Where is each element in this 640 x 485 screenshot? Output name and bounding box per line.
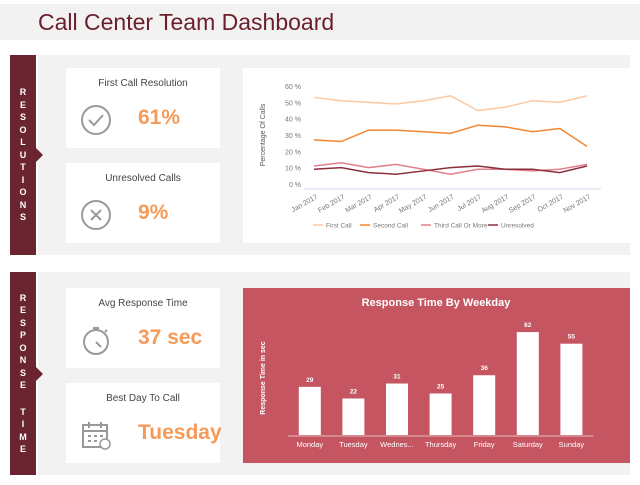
check-circle-icon bbox=[81, 105, 111, 135]
ribbon-letter: L bbox=[20, 137, 26, 148]
series-line bbox=[313, 124, 588, 148]
stopwatch-icon bbox=[83, 327, 109, 355]
page-title: Call Center Team Dashboard bbox=[38, 9, 335, 35]
ribbon-letter: U bbox=[19, 149, 27, 160]
x-tick-label: Apr 2017 bbox=[373, 194, 401, 214]
x-tick-label: Tuesday bbox=[339, 440, 368, 449]
ribbon-letter: T bbox=[20, 406, 26, 417]
bar-chart: Response Time By Weekday Response Time in… bbox=[260, 297, 594, 449]
x-tick-label: Saturday bbox=[513, 440, 543, 449]
y-tick-label: 50 % bbox=[285, 100, 301, 107]
ribbon-letter: O bbox=[19, 187, 27, 198]
bar bbox=[560, 343, 583, 435]
data-label: 62 bbox=[524, 322, 532, 329]
bar-chart-card: Response Time By Weekday Response Time in… bbox=[243, 288, 630, 463]
kpi-value: 9% bbox=[138, 201, 169, 224]
chart-title: Response Time By Weekday bbox=[362, 297, 512, 309]
x-tick-label: Sep 2017 bbox=[508, 194, 538, 215]
kpi-avg-response-time: Avg Response Time 37 sec bbox=[66, 288, 220, 368]
x-tick-label: Friday bbox=[474, 440, 495, 449]
line-chart-card: 0 % 10 % 20 % 30 % 40 % 50 % 60 % Percentage Of… bbox=[243, 68, 630, 243]
bar bbox=[342, 398, 365, 435]
ribbon-letter: R bbox=[19, 87, 27, 98]
y-axis-label: Response Time in sec bbox=[260, 341, 267, 415]
ribbon-letter: O bbox=[19, 124, 27, 135]
kpi-value: 37 sec bbox=[138, 326, 203, 349]
kpi-label: Unresolved Calls bbox=[105, 173, 181, 184]
ribbon-letter: S bbox=[19, 317, 26, 328]
ribbon-letter: E bbox=[19, 99, 26, 110]
calendar-icon bbox=[82, 422, 111, 450]
legend-label[interactable]: Unresolved bbox=[501, 223, 534, 230]
bar bbox=[386, 383, 408, 435]
x-tick-label: Aug 2017 bbox=[481, 194, 511, 215]
data-label: 31 bbox=[393, 374, 401, 381]
kpi-best-day: Best Day To Call Tuesday bbox=[66, 383, 222, 463]
kpi-value: 61% bbox=[138, 106, 181, 129]
legend-label[interactable]: First Call bbox=[326, 223, 352, 230]
line-chart: 0 % 10 % 20 % 30 % 40 % 50 % 60 % Percentage Of… bbox=[260, 84, 601, 230]
x-tick-label: Oct 2017 bbox=[537, 194, 565, 214]
series-line bbox=[313, 165, 588, 175]
series-line bbox=[313, 95, 588, 112]
x-tick-label: May 2017 bbox=[398, 194, 428, 215]
x-tick-label: Jul 2017 bbox=[456, 194, 483, 213]
x-tick-label: Feb 2017 bbox=[317, 194, 346, 215]
x-tick-label: Mar 2017 bbox=[344, 194, 373, 215]
data-label: 29 bbox=[306, 377, 314, 384]
bar bbox=[516, 332, 539, 435]
ribbon-letter: M bbox=[19, 431, 27, 442]
title-bar bbox=[0, 4, 640, 40]
x-tick-label: Jun 2017 bbox=[427, 194, 456, 215]
y-tick-label: 0 % bbox=[289, 182, 301, 189]
ribbon-letter bbox=[22, 392, 25, 406]
x-tick-label: Jan 2017 bbox=[291, 194, 320, 215]
bar bbox=[298, 386, 321, 435]
ribbon-letter: E bbox=[19, 380, 26, 390]
ribbon-letter: N bbox=[19, 355, 27, 365]
legend-label[interactable]: Second Call bbox=[373, 223, 409, 230]
kpi-label: First Call Resolution bbox=[98, 78, 188, 89]
bar bbox=[429, 393, 452, 435]
kpi-value: Tuesday bbox=[138, 421, 222, 444]
kpi-first-call-resolution: First Call Resolution 61% bbox=[66, 68, 220, 148]
y-tick-label: 10 % bbox=[285, 166, 301, 173]
ribbon-letter: E bbox=[19, 305, 26, 315]
y-tick-label: 30 % bbox=[285, 133, 301, 140]
data-label: 55 bbox=[568, 334, 576, 341]
bar bbox=[473, 375, 496, 435]
x-tick-label: Monday bbox=[296, 440, 323, 449]
data-label: 22 bbox=[350, 388, 358, 395]
ribbon-letter: T bbox=[20, 162, 26, 173]
series-line bbox=[313, 162, 588, 175]
ribbon-letter: S bbox=[19, 212, 26, 223]
ribbon-letter: O bbox=[19, 342, 27, 353]
y-tick-label: 20 % bbox=[285, 149, 301, 156]
legend-label[interactable]: Third Call Or More bbox=[434, 223, 488, 230]
kpi-unresolved-calls: Unresolved Calls 9% bbox=[66, 163, 220, 243]
ribbon-letter: R bbox=[19, 292, 27, 303]
data-label: 25 bbox=[437, 384, 445, 391]
x-circle-icon bbox=[81, 200, 111, 230]
kpi-label: Best Day To Call bbox=[106, 393, 180, 404]
x-tick-label: Thursday bbox=[425, 440, 457, 449]
y-axis-label: Percentage Of Calls bbox=[260, 103, 267, 166]
data-label: 36 bbox=[481, 365, 489, 372]
x-tick-label: Wednes... bbox=[380, 440, 414, 449]
ribbon-letter: I bbox=[21, 174, 25, 185]
ribbon-letter: P bbox=[19, 330, 26, 340]
kpi-label: Avg Response Time bbox=[98, 298, 188, 309]
ribbon-letter: E bbox=[19, 444, 26, 454]
ribbon-letter: N bbox=[19, 199, 27, 210]
x-tick-label: Sunday bbox=[559, 440, 585, 449]
ribbon-letter: I bbox=[21, 419, 25, 429]
y-tick-label: 60 % bbox=[285, 84, 301, 91]
ribbon-letter: S bbox=[19, 112, 26, 123]
y-tick-label: 40 % bbox=[285, 117, 301, 124]
x-tick-label: Nov 2017 bbox=[563, 194, 593, 215]
ribbon-letter: S bbox=[19, 367, 26, 378]
